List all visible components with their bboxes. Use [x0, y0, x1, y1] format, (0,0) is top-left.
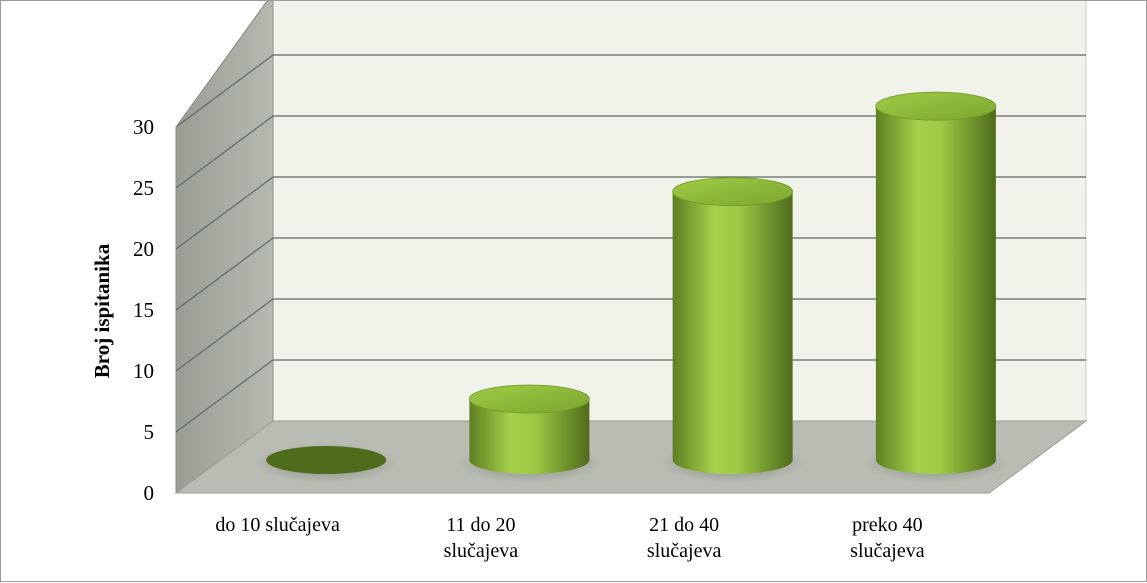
- side-wall-top-edge: [175, 1, 268, 128]
- x-category-0: do 10 slučajeva: [215, 514, 340, 536]
- bar-body-3: [875, 106, 996, 475]
- y-tick-10: 10: [133, 359, 154, 383]
- gridline-side-25: [175, 115, 274, 189]
- y-tick-25: 25: [133, 176, 154, 200]
- x-category-1: 11 do 20 slučajeva: [444, 514, 519, 562]
- x-category-2: 21 do 40 slučajeva: [647, 514, 722, 562]
- y-axis-label: Broj ispitanika: [90, 243, 114, 378]
- gridline-side-10: [175, 298, 274, 372]
- y-tick-15: 15: [133, 298, 154, 322]
- y-tick-20: 20: [133, 237, 154, 261]
- y-tick-labels: 0 5 10 15 20 25 30: [133, 115, 154, 505]
- bar-2: [660, 177, 805, 483]
- bars-group: [254, 91, 1008, 483]
- y-tick-5: 5: [144, 420, 155, 444]
- x-category-line-3-1: slučajeva: [850, 540, 925, 562]
- bar-1: [457, 384, 602, 483]
- x-category-line-2-0: 21 do 40: [649, 514, 719, 536]
- bar-cap-2: [672, 177, 794, 207]
- gridline-side-5: [175, 359, 274, 433]
- bar-body-1: [469, 399, 590, 475]
- y-tick-0: 0: [144, 481, 155, 505]
- bar-cap-0: [266, 446, 387, 474]
- bar-cap-1: [468, 384, 590, 414]
- side-wall: [175, 1, 274, 494]
- x-category-line-1-1: slučajeva: [444, 540, 519, 562]
- bar-3: [863, 91, 1008, 483]
- gridline-side-20: [175, 176, 274, 250]
- bar-cap-3: [875, 91, 997, 121]
- floor: [174, 420, 1088, 494]
- bar-body-2: [672, 191, 793, 475]
- x-category-line-0-0: do 10 slučajeva: [215, 514, 340, 536]
- y-tick-30: 30: [133, 115, 154, 139]
- gridline-side-30: [175, 54, 274, 128]
- bar-0: [254, 443, 399, 483]
- x-category-line-3-0: preko 40: [852, 514, 923, 536]
- x-category-3: preko 40 slučajeva: [850, 514, 925, 562]
- x-category-line-2-1: slučajeva: [647, 540, 722, 562]
- gridline-side-15: [175, 237, 274, 311]
- x-category-line-1-0: 11 do 20: [446, 514, 515, 536]
